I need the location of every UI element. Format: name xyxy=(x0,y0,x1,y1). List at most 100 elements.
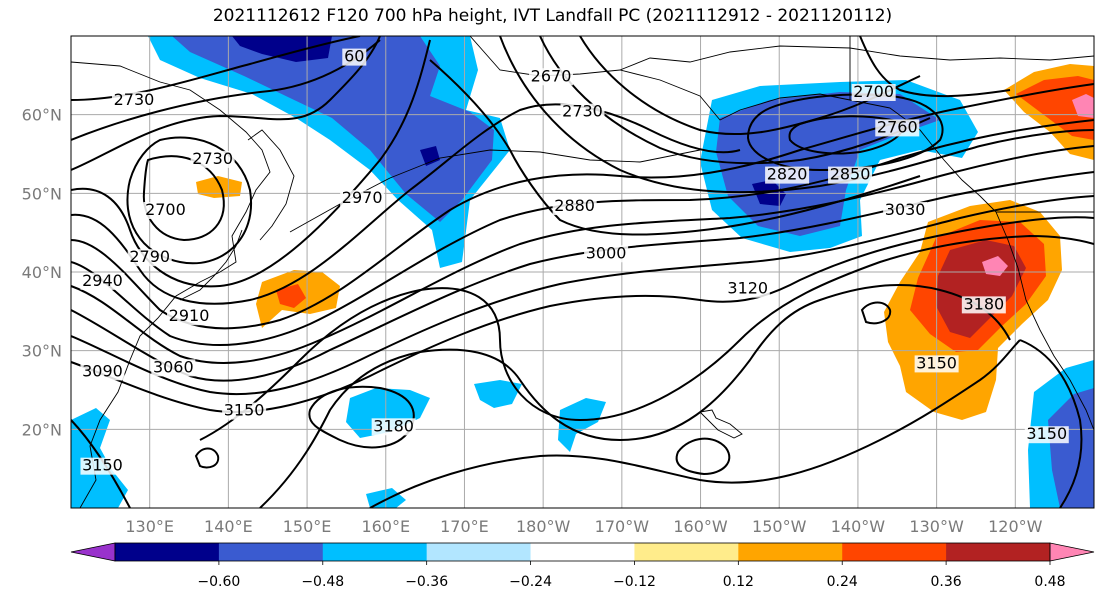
map-content: 2730 2730 2700 2790 2940 2910 3090 3060 3150 3150… xyxy=(71,36,1094,508)
latitude-label: 30°N xyxy=(22,342,62,361)
contour-label: 3180 xyxy=(963,294,1004,313)
ivt-positive-region xyxy=(196,176,242,198)
contour-label-bg xyxy=(340,190,385,208)
ivt-negative-region xyxy=(558,398,606,452)
contour-line xyxy=(71,103,741,305)
contour-label-bg xyxy=(914,355,959,373)
contour-label: 2880 xyxy=(554,196,595,215)
contour-line xyxy=(675,437,731,476)
coastlines xyxy=(71,36,1094,508)
ivt-positive-region xyxy=(276,284,306,308)
colorbar-segment xyxy=(322,543,428,561)
ivt-positive-region xyxy=(982,256,1008,276)
contour-label-bg xyxy=(143,202,188,219)
contour-label: 3150 xyxy=(82,456,123,475)
coastline-kamchatka xyxy=(247,129,295,241)
contour-label-bg xyxy=(167,308,212,326)
contour-label: 3060 xyxy=(153,357,194,376)
colorbar-tick-label: 0.48 xyxy=(1034,574,1065,590)
contour-line xyxy=(199,234,1094,441)
contour-line xyxy=(499,36,1094,194)
contour-label-bg xyxy=(222,402,267,420)
ivt-negative-region xyxy=(346,388,430,438)
ivt-negative-region xyxy=(172,36,494,222)
contour-label: 3090 xyxy=(82,361,123,380)
colorbar-segment xyxy=(842,543,947,561)
contour-line xyxy=(71,419,131,508)
contour-label: 2700 xyxy=(145,200,186,219)
contour-label-bg xyxy=(765,166,810,184)
contour-label: 2700 xyxy=(853,82,894,101)
contour-labels: 2730 2730 2700 2790 2940 2910 3090 3060 3150 3150… xyxy=(80,47,1069,475)
ivt-positive-region xyxy=(1072,94,1094,118)
latitude-label: 60°N xyxy=(22,106,62,125)
longitude-label: 160°E xyxy=(361,517,410,536)
latitude-label: 20°N xyxy=(22,420,62,439)
longitude-label: 170°W xyxy=(595,517,650,536)
contour-label-bg xyxy=(111,91,156,109)
contour-label: 3120 xyxy=(727,279,768,298)
colorbar-tick-label: −0.12 xyxy=(613,574,656,590)
contour-label: 2790 xyxy=(129,247,170,266)
contour-label-bg xyxy=(883,202,928,219)
contour-line xyxy=(539,36,931,165)
colorbar-segment xyxy=(426,543,532,561)
ivt-negative-region xyxy=(474,380,522,408)
contour-line xyxy=(1019,339,1083,508)
ivt-negative-region xyxy=(1048,388,1094,508)
colorbar-extend-high xyxy=(1049,542,1095,562)
longitude-label: 160°W xyxy=(673,517,728,536)
contour-line xyxy=(71,36,381,171)
coastline-alaska xyxy=(469,36,997,213)
colorbar: −0.60 −0.48 −0.36 −0.24 −0.12 0.12 0.24 0.36 0.4… xyxy=(70,542,1095,590)
contour-label: 2850 xyxy=(830,165,871,184)
longitude-label: 140°E xyxy=(204,517,253,536)
coastline-north-america-west xyxy=(995,211,1094,431)
contour-label-bg xyxy=(80,363,125,381)
colorbar-frame xyxy=(114,542,1051,562)
contour-line xyxy=(860,301,892,325)
latitude-label: 40°N xyxy=(22,263,62,282)
longitude-label: 180°W xyxy=(516,517,571,536)
longitude-label: 140°W xyxy=(831,517,886,536)
contour-label-bg xyxy=(1024,426,1069,444)
contour-label-bg xyxy=(875,119,920,137)
colorbar-tick-label: −0.24 xyxy=(509,574,552,590)
colorbar-segment xyxy=(946,543,1051,561)
colorbar-tick-label: 0.24 xyxy=(827,574,858,590)
contour-label-bg xyxy=(80,457,125,475)
contour-label-bg xyxy=(190,150,235,168)
longitude-label: 150°W xyxy=(752,517,807,536)
contour-label: 3180 xyxy=(373,416,414,435)
colorbar-tick-label: −0.60 xyxy=(197,574,240,590)
contour-line xyxy=(194,447,220,469)
latitude-labels: 60°N 50°N 40°N 30°N 20°N xyxy=(22,106,62,440)
contour-label-bg xyxy=(127,249,172,267)
contour-label-bg xyxy=(552,198,597,216)
contour-label-bg xyxy=(80,272,125,290)
contour-label-bg xyxy=(828,166,873,184)
ivt-positive-region xyxy=(1016,76,1094,140)
colorbar-tick-label: −0.36 xyxy=(405,574,448,590)
longitude-label: 130°E xyxy=(125,517,174,536)
longitude-label: 150°E xyxy=(283,517,332,536)
map-frame xyxy=(70,35,1095,509)
longitude-label: 170°E xyxy=(440,517,489,536)
contour-label: 3150 xyxy=(224,401,265,420)
contour-label: 2760 xyxy=(877,117,918,136)
colorbar-segment xyxy=(634,543,739,561)
contour-label: 2910 xyxy=(169,306,210,325)
latitude-label: 50°N xyxy=(22,184,62,203)
colorbar-tick-label: −0.48 xyxy=(301,574,344,590)
contour-label: 2730 xyxy=(192,149,233,168)
longitude-label: 120°W xyxy=(988,517,1043,536)
contour-label-bg xyxy=(961,296,1006,314)
colorbar-tick-label: 0.12 xyxy=(723,574,754,590)
contour-label: 2670 xyxy=(531,66,572,85)
contour-label-bg xyxy=(529,68,574,86)
contour-line xyxy=(71,195,1094,396)
contour-label: 3030 xyxy=(885,200,926,219)
colorbar-segment xyxy=(530,543,635,561)
contour-label: 2730 xyxy=(114,90,155,109)
